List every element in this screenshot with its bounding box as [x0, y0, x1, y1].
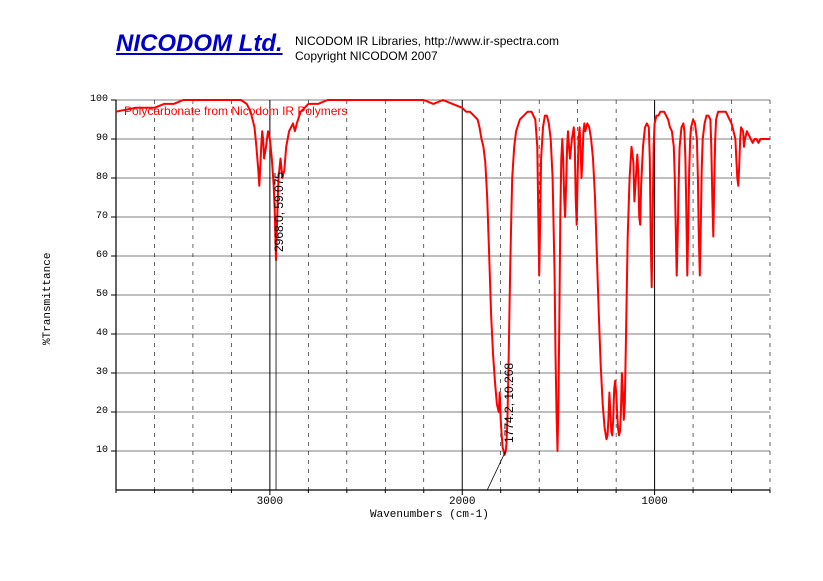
- x-axis-label: Wavenumbers (cm-1): [370, 509, 489, 521]
- y-tick: 50: [78, 289, 108, 300]
- y-tick: 20: [78, 406, 108, 417]
- y-tick: 90: [78, 133, 108, 144]
- y-tick: 60: [78, 250, 108, 261]
- y-tick: 70: [78, 211, 108, 222]
- y-tick: 10: [78, 445, 108, 456]
- y-tick: 30: [78, 367, 108, 378]
- y-tick: 100: [78, 94, 108, 105]
- x-tick: 3000: [257, 496, 283, 508]
- sample-label: Polycarbonate from Nicodom IR Polymers: [124, 104, 347, 118]
- spectrum-plot: [0, 0, 823, 581]
- y-tick: 80: [78, 172, 108, 183]
- y-axis-label: %Transmittance: [42, 253, 54, 345]
- x-tick: 2000: [449, 496, 475, 508]
- y-tick: 40: [78, 328, 108, 339]
- x-tick: 1000: [641, 496, 667, 508]
- peak-label: 2968.0, 59.075: [272, 172, 286, 252]
- peak-label: 1774.2, 10.268: [502, 363, 516, 443]
